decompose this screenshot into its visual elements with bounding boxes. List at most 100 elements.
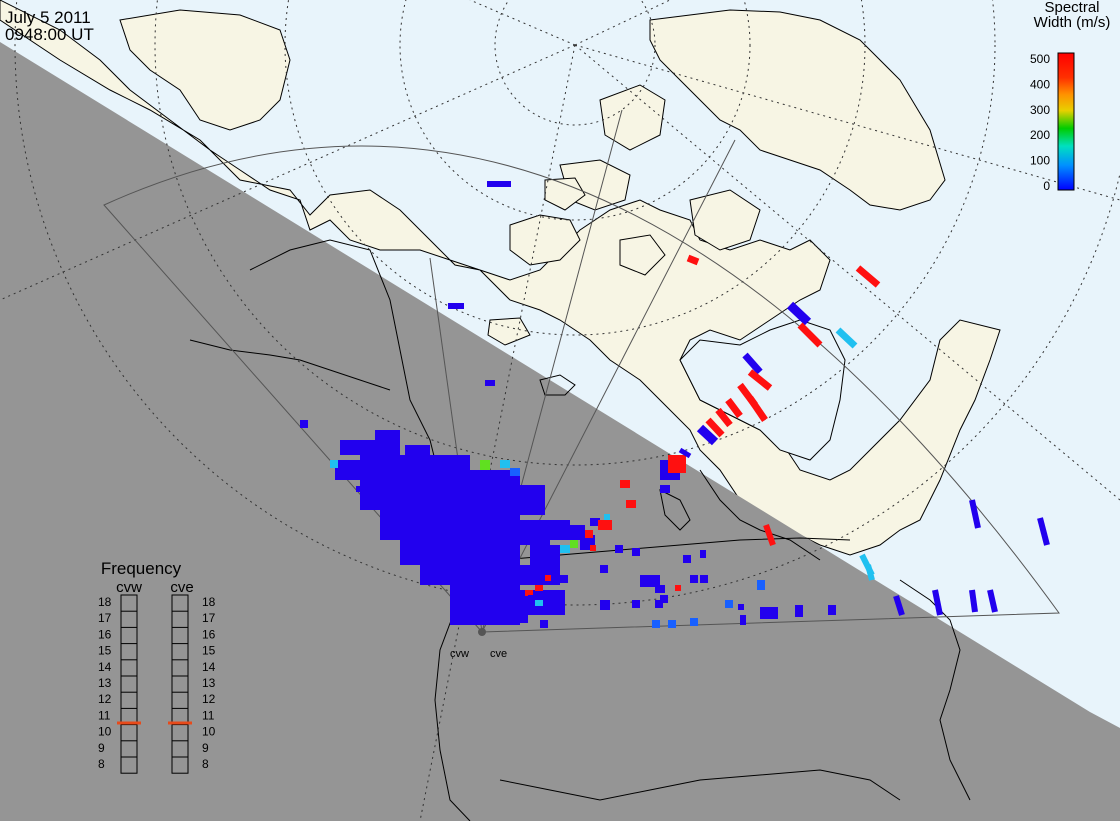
- frequency-tick-label: 12: [98, 692, 112, 706]
- date-label: July 5 2011: [5, 8, 91, 27]
- radar-cell: [360, 480, 470, 510]
- radar-cell: [600, 600, 610, 610]
- radar-cell: [535, 600, 543, 606]
- frequency-tick-label: 13: [98, 676, 112, 690]
- radar-cell: [932, 589, 943, 616]
- arctic-island-4: [689, 189, 761, 251]
- frequency-tick-label: 11: [202, 708, 215, 722]
- station-label-cvw: cvw: [450, 648, 469, 660]
- frequency-tick-label: 12: [202, 692, 216, 706]
- colorbar-tick-label: 0: [1043, 179, 1050, 193]
- radar-cell: [652, 620, 660, 628]
- radar-cell: [480, 460, 490, 470]
- radar-cell: [510, 468, 520, 476]
- radar-cell: [340, 440, 400, 455]
- radar-cell: [893, 595, 905, 616]
- alaska-land: [119, 9, 291, 131]
- radar-cell: [686, 254, 700, 266]
- radar-cell: [560, 575, 568, 583]
- radar-cell: [715, 407, 733, 428]
- radar-cell: [640, 575, 660, 587]
- radar-cell: [448, 303, 464, 309]
- radar-cell: [485, 520, 525, 545]
- radar-cell: [530, 545, 560, 565]
- radar-cell: [545, 605, 553, 613]
- radar-cell: [485, 380, 495, 386]
- colorbar-tick-label: 100: [1030, 154, 1050, 168]
- station-label-cve: cve: [490, 648, 507, 660]
- frequency-tick-label: 11: [98, 708, 111, 722]
- time-label: 0948:00 UT: [5, 25, 94, 44]
- radar-cell: [757, 580, 765, 590]
- radar-cell: [725, 397, 743, 419]
- frequency-tick-label: 15: [98, 644, 112, 658]
- frequency-tick-label: 17: [202, 611, 216, 625]
- radar-cell: [725, 600, 733, 608]
- radar-cell: [590, 518, 600, 526]
- frequency-panel: Frequency cvw cve 18 17 16 15 14 13 12 11 10 9 8 18…: [98, 559, 216, 774]
- radar-cell: [700, 550, 706, 558]
- arctic-island-1: [509, 214, 581, 266]
- radar-cell: [528, 595, 534, 601]
- arctic-island-7: [487, 317, 531, 346]
- colorbar-tick-label: 300: [1030, 103, 1050, 117]
- radar-cell: [668, 455, 686, 473]
- night-shading: [0, 42, 1120, 821]
- radar-cell: [795, 605, 803, 617]
- radar-cells: [300, 181, 1050, 628]
- radar-cell: [626, 500, 636, 508]
- arctic-island-6: [619, 234, 666, 276]
- radar-cell: [615, 545, 623, 553]
- hudson-bay: [679, 319, 846, 461]
- colorbar-tick-label: 500: [1030, 52, 1050, 66]
- radar-cell: [525, 590, 533, 596]
- radar-cell: [742, 352, 763, 375]
- greenland-land: [649, 9, 946, 211]
- frequency-tick-label: 8: [98, 757, 105, 771]
- radar-cell: [545, 575, 551, 581]
- frequency-tick-label: 9: [98, 741, 105, 755]
- radar-cell: [405, 445, 430, 457]
- radar-cell: [738, 604, 744, 610]
- radar-cell: [604, 514, 610, 520]
- frequency-tick-label: 18: [98, 595, 112, 609]
- colorbar: Spectral Width (m/s) 500 400 300 200 100 0: [1030, 0, 1120, 193]
- frequency-tick-label: 8: [202, 757, 209, 771]
- radar-cell: [675, 585, 681, 591]
- radar-cell: [520, 565, 560, 585]
- night-coastlines: [189, 239, 971, 821]
- radar-cell: [835, 327, 858, 349]
- frequency-tick-label: 16: [98, 627, 112, 641]
- frequency-col-cve: cve: [170, 579, 193, 596]
- radar-cell: [560, 545, 570, 553]
- frequency-col-cvw: cvw: [116, 579, 142, 596]
- colorbar-gradient: [1057, 52, 1075, 191]
- radar-cell: [585, 530, 593, 538]
- radar-cell: [598, 520, 612, 530]
- radar-cell: [535, 585, 543, 591]
- radar-cell: [330, 460, 338, 468]
- colorbar-title-1: Spectral: [1044, 0, 1099, 16]
- radar-cell: [696, 424, 719, 446]
- radar-cell: [487, 181, 511, 187]
- radar-cell: [620, 480, 630, 488]
- colorbar-tick-label: 400: [1030, 77, 1050, 91]
- radar-cell: [570, 540, 578, 548]
- radar-cell: [505, 485, 545, 515]
- radar-cell: [690, 575, 698, 583]
- frequency-tick-label: 15: [202, 644, 216, 658]
- radar-cell: [760, 607, 778, 619]
- frequency-tick-label: 10: [202, 725, 216, 739]
- radar-cell: [747, 369, 773, 391]
- radar-cell: [797, 322, 823, 348]
- radar-cell: [786, 301, 812, 326]
- radar-cell: [600, 565, 608, 573]
- radar-cell: [700, 575, 708, 583]
- frequency-tick-label: 18: [202, 595, 216, 609]
- radar-cell: [678, 447, 692, 459]
- frequency-title: Frequency: [101, 559, 182, 578]
- radar-cell: [740, 615, 746, 625]
